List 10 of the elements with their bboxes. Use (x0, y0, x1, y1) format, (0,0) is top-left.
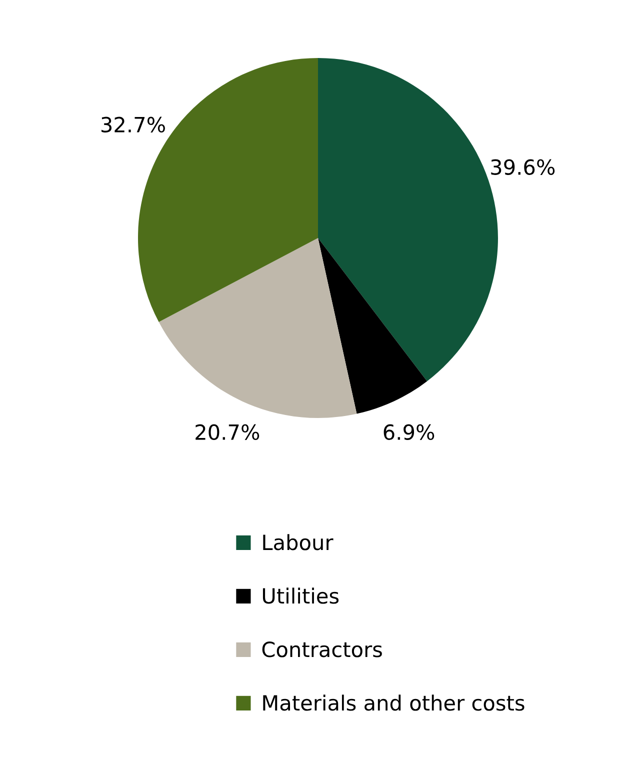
legend-label: Labour (263, 534, 334, 550)
pie-slice (158, 238, 357, 418)
legend-label: Materials and other costs (263, 694, 524, 711)
pie-slice (318, 238, 428, 414)
data-label: 6.9% (384, 424, 434, 440)
data-label: 39.6% (491, 159, 555, 175)
legend-label: Contractors (262, 642, 382, 658)
legend-label: Utilities (262, 588, 339, 604)
data-label: 20.7% (196, 424, 260, 440)
data-label: 32.7% (102, 116, 165, 133)
